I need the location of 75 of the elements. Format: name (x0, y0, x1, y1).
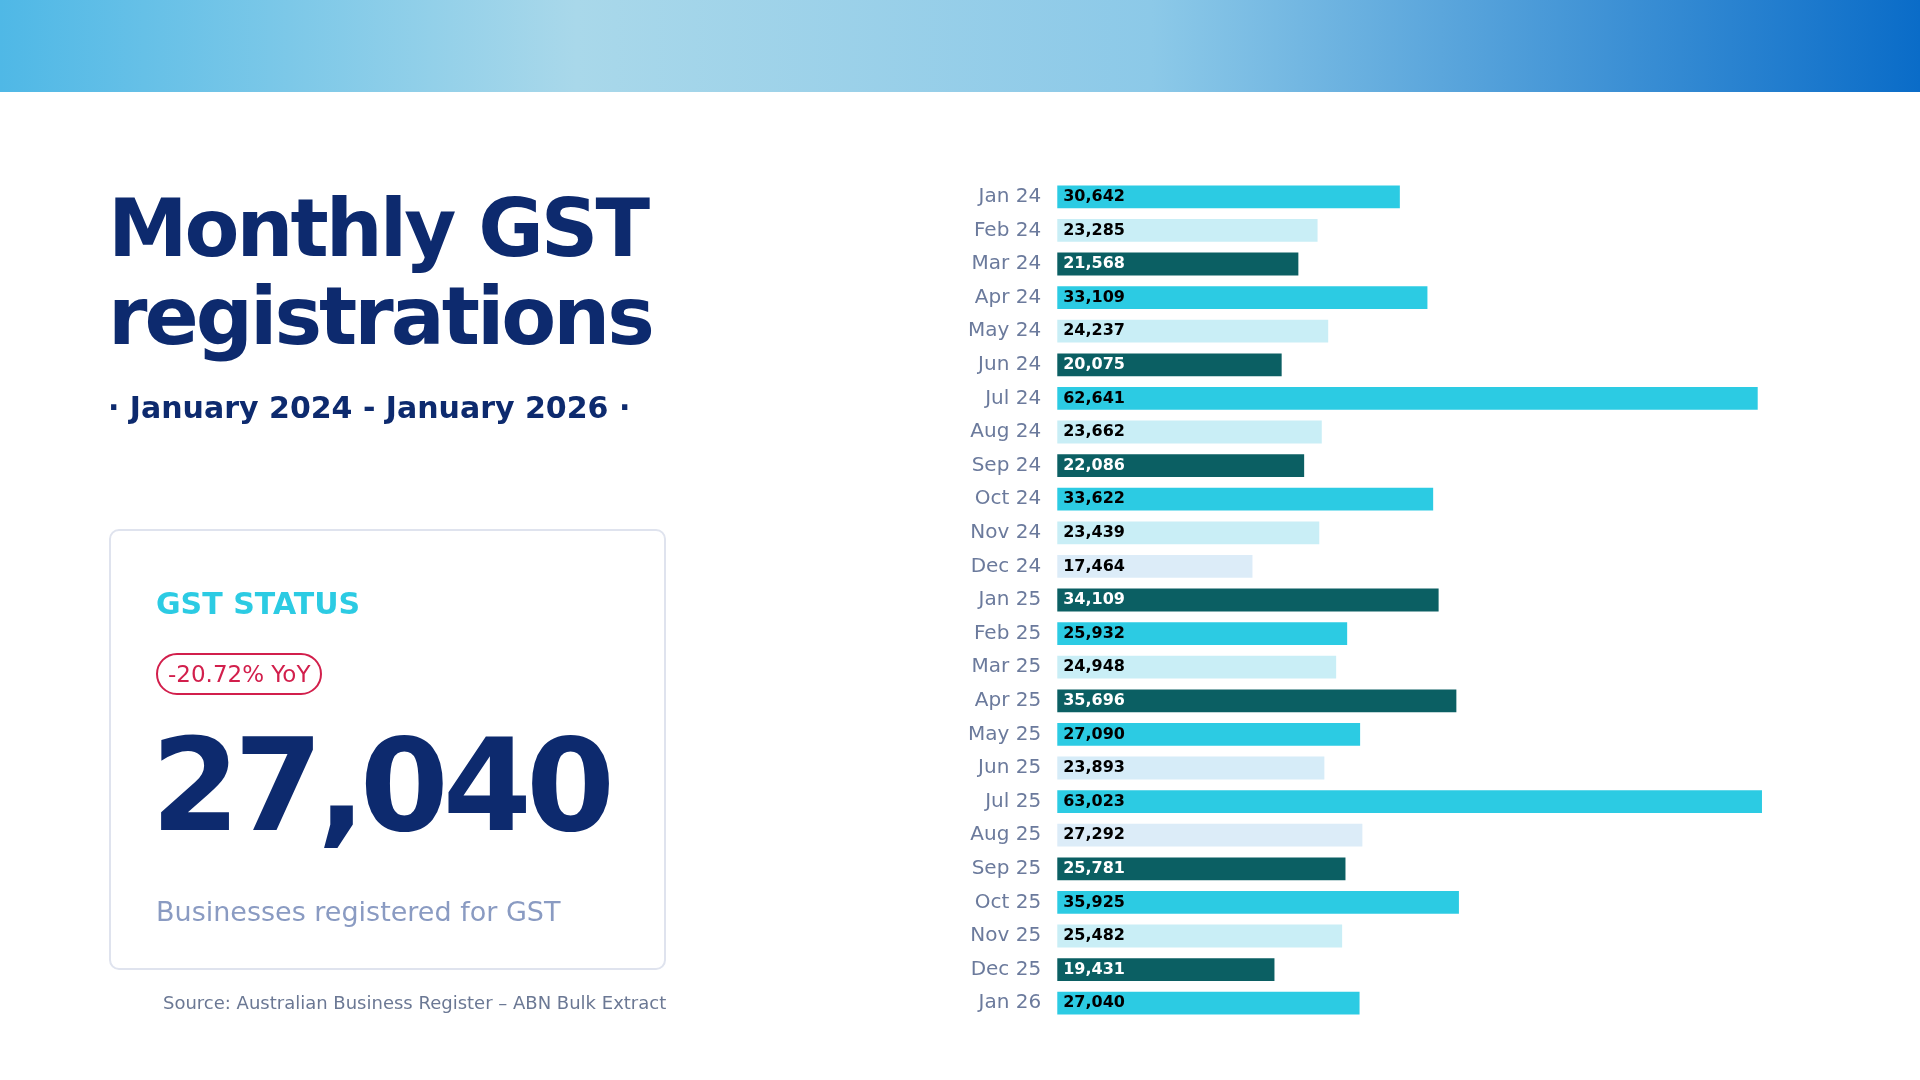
data-label: 23,285 (1063, 219, 1125, 239)
y-tick-label: Nov 24 (970, 519, 1042, 543)
bar (1057, 655, 1337, 679)
y-tick-label: Feb 25 (973, 619, 1042, 644)
y-tick-label: May 24 (968, 317, 1042, 342)
y-tick-label: Jul 25 (983, 787, 1042, 812)
y-tick-label: Nov 25 (970, 922, 1042, 947)
y-tick-label: Jun 24 (976, 351, 1042, 375)
bar (1057, 823, 1363, 847)
y-tick-label: Jan 24 (976, 183, 1042, 207)
y-tick-label: Oct 25 (974, 888, 1042, 913)
data-label: 35,925 (1063, 891, 1125, 911)
y-tick-label: Feb 24 (973, 216, 1042, 241)
bar (1057, 319, 1329, 343)
y-tick-label: Mar 25 (971, 653, 1042, 678)
data-label: 23,439 (1063, 521, 1125, 541)
data-label: 63,023 (1063, 790, 1125, 810)
data-label: 24,948 (1063, 656, 1125, 676)
data-label: 24,237 (1063, 320, 1125, 340)
bar (1057, 353, 1282, 377)
bar (1057, 991, 1360, 1015)
data-label: 35,696 (1063, 689, 1125, 709)
bar (1057, 554, 1253, 578)
data-label: 33,622 (1063, 488, 1125, 508)
y-tick-label: Dec 25 (970, 955, 1042, 980)
y-tick-label: Oct 24 (974, 485, 1042, 510)
data-label: 27,040 (1063, 992, 1125, 1012)
data-label: 23,662 (1063, 421, 1125, 441)
bar (1057, 689, 1457, 713)
source-note: Source: Australian Business Register – ABN Bulk Extract (163, 992, 667, 1013)
y-tick-label: Aug 24 (970, 418, 1042, 443)
data-label: 19,431 (1063, 958, 1125, 978)
data-label: 21,568 (1063, 253, 1125, 273)
bar (1057, 857, 1346, 881)
bar (1057, 521, 1320, 545)
bar (1057, 790, 1762, 814)
y-tick-label: May 25 (968, 720, 1042, 745)
text: · January 2024 - January 2026 · (108, 390, 631, 425)
y-tick-label: Jan 25 (976, 586, 1042, 611)
y-tick-label: Apr 25 (974, 687, 1042, 711)
y-tick-label: Sep 24 (971, 451, 1042, 476)
bar (1057, 286, 1428, 310)
data-label: 17,464 (1063, 555, 1125, 575)
bar (1057, 487, 1434, 511)
data-label: 25,482 (1063, 925, 1125, 945)
bar (1057, 454, 1305, 478)
y-tick-label: Jan 26 (976, 989, 1042, 1014)
bar (1057, 890, 1459, 914)
data-label: 30,642 (1063, 185, 1125, 205)
text: Monthly GST registrations (108, 182, 653, 363)
bar (1057, 386, 1758, 410)
status-card: GST STATUS -20.72% YoY 27,040 Businesses registered for GST (109, 529, 666, 970)
data-label: 27,090 (1063, 723, 1125, 743)
y-tick-label: Sep 25 (971, 855, 1042, 879)
bar (1057, 588, 1439, 612)
bar (1057, 958, 1275, 982)
y-tick-label: Aug 25 (970, 821, 1042, 846)
bar (1057, 622, 1348, 646)
data-label: 62,641 (1063, 387, 1125, 407)
y-tick-label: Mar 24 (971, 250, 1042, 275)
data-label: 25,932 (1063, 622, 1125, 642)
bar (1057, 218, 1318, 242)
data-label: 27,292 (1063, 824, 1125, 844)
bar (1057, 722, 1361, 746)
data-label: 20,075 (1063, 353, 1125, 373)
data-label: 34,109 (1063, 589, 1125, 609)
data-label: 25,781 (1063, 857, 1125, 877)
y-tick-label: Dec 24 (970, 552, 1042, 577)
y-tick-label: Apr 24 (974, 283, 1042, 308)
y-tick-label: Jun 25 (976, 754, 1042, 779)
data-label: 33,109 (1063, 286, 1125, 306)
data-label: 23,893 (1063, 757, 1125, 777)
bar (1057, 185, 1400, 209)
y-tick-label: Jul 24 (983, 384, 1042, 409)
data-label: 22,086 (1063, 454, 1125, 474)
